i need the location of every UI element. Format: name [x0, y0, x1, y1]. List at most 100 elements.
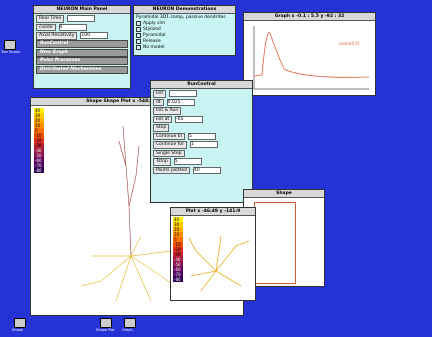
row: Continue til 5 [153, 132, 250, 140]
field[interactable]: 0 [58, 23, 87, 31]
button[interactable]: Init [153, 90, 167, 98]
button[interactable]: Init & Run [153, 107, 182, 115]
button[interactable]: Real Time [36, 15, 65, 23]
row: Stop [153, 124, 250, 132]
button[interactable]: Distributed Mechanisms [36, 65, 128, 74]
option-label[interactable]: Stylized [143, 27, 161, 32]
neuron-drawing [188, 235, 250, 292]
option: Pyramidal [136, 33, 233, 38]
row: Tstop 5 [153, 158, 250, 166]
option: No model [136, 45, 233, 50]
option-label[interactable]: Release [143, 39, 161, 44]
button[interactable]: RunControl [36, 40, 128, 49]
radio[interactable] [136, 27, 141, 32]
button[interactable]: Continue til [153, 132, 185, 140]
field[interactable]: 0.025 [166, 98, 195, 106]
run-rows: Init dt 0.025 Init & Run Init at -65 Stop Conti… [151, 90, 252, 174]
button[interactable]: Init at [153, 115, 173, 123]
scale-label: 30 [173, 222, 183, 227]
scale-label: -70 [34, 163, 44, 168]
icon[interactable] [14, 318, 26, 328]
icon[interactable] [100, 318, 112, 328]
field[interactable]: 5 [173, 158, 202, 166]
color-scale: 40 30 20 10 0 -10 -20 -30 -40 -50 -60 -70 -80 [34, 108, 44, 173]
scale-label: -70 [173, 272, 183, 277]
run-control: RunControl Init dt 0.025 Init & Run Init at -… [150, 80, 253, 203]
scale-label: 10 [173, 232, 183, 237]
scale-label: 40 [173, 217, 183, 222]
radio[interactable] [136, 21, 141, 26]
row: New Graph [36, 48, 128, 57]
button[interactable]: Axial Resistivity [36, 32, 78, 40]
icon-label: Shape Plot [96, 328, 115, 332]
row: Point Processes [36, 57, 128, 66]
window-title: Shape Shape Plot x -548:551 y -374:407 [31, 98, 243, 106]
button[interactable]: Tstop [153, 158, 171, 166]
icon-label: Tool Shape [1, 50, 20, 54]
color-scale: 40 30 20 10 0 -10 -20 -30 -40 -50 -60 -70 -80 [173, 217, 183, 282]
scale-label: -60 [173, 267, 183, 272]
field[interactable]: 100 [80, 32, 109, 40]
radio[interactable] [136, 39, 141, 44]
button[interactable]: Single Step [153, 149, 185, 157]
graph-window: Graph x -0.1 : 5.5 y -92 : 32 soma(0.5) [243, 12, 376, 96]
window-title: Shape [244, 190, 324, 198]
scale-label: 0 [173, 237, 183, 242]
option: Release [136, 39, 233, 44]
row: Real Time [36, 15, 128, 23]
option: Apply sim [136, 21, 233, 26]
window-title: NEURON Demonstrations [134, 6, 235, 14]
scale-label: 30 [34, 113, 44, 118]
icon[interactable] [124, 318, 136, 328]
icon[interactable] [4, 40, 16, 50]
scale-label: -80 [173, 277, 183, 282]
shape-box [254, 202, 296, 284]
scale-label: 40 [34, 108, 44, 113]
option-label[interactable]: Apply sim [143, 21, 166, 26]
radio[interactable] [136, 45, 141, 50]
option-label[interactable]: Pyramidal [143, 33, 166, 38]
button[interactable]: Continue for [153, 141, 187, 149]
row: cvode 0 [36, 23, 128, 31]
scale-label: -10 [34, 133, 44, 138]
row: Continue for 1 [153, 141, 250, 149]
field[interactable]: 1 [189, 141, 218, 149]
scale-label: 0 [34, 128, 44, 133]
scale-label: -50 [173, 262, 183, 267]
window-title: Plot x -46:49 y -141:9 [171, 208, 255, 216]
button[interactable]: dt [153, 98, 164, 106]
field[interactable]: 5 [187, 132, 216, 140]
main-panel: NEURON Main Panel Real Time cvode 0 Axial R… [33, 5, 131, 89]
demo-options: Apply sim Stylized Pyramidal Release No mode… [134, 21, 235, 50]
row: Single Step [153, 149, 250, 157]
graph-canvas: soma(0.5) [253, 26, 370, 90]
scale-label: -30 [34, 143, 44, 148]
field[interactable] [169, 90, 198, 98]
button[interactable]: cvode [36, 23, 56, 31]
radio[interactable] [136, 33, 141, 38]
button[interactable]: Stop [153, 124, 170, 132]
window-title: RunControl [151, 81, 252, 89]
legend: soma(0.5) [339, 41, 360, 46]
scale-label: -20 [34, 138, 44, 143]
scale-label: -80 [34, 168, 44, 173]
button[interactable]: New Graph [36, 48, 128, 57]
scale-label: -40 [173, 257, 183, 262]
option-label[interactable]: No model [143, 45, 165, 50]
window-title: Graph x -0.1 : 5.5 y -92 : 32 [244, 13, 375, 21]
row: dt 0.025 [153, 98, 250, 106]
button[interactable]: Point Processes [36, 57, 128, 66]
field[interactable]: -65 [175, 115, 204, 123]
scale-label: -20 [173, 247, 183, 252]
demo-heading: Pyramidal 3D1 comp, passive dendrites [136, 15, 226, 20]
icon-label: Graph [122, 328, 133, 332]
scale-label: -10 [173, 242, 183, 247]
field[interactable]: 40 [192, 166, 221, 174]
row: Init at -65 [153, 115, 250, 123]
scale-label: -30 [173, 252, 183, 257]
window-title: NEURON Main Panel [34, 6, 130, 14]
scale-label: 10 [34, 123, 44, 128]
field[interactable] [67, 15, 96, 23]
button[interactable]: Points plotted [153, 166, 190, 174]
